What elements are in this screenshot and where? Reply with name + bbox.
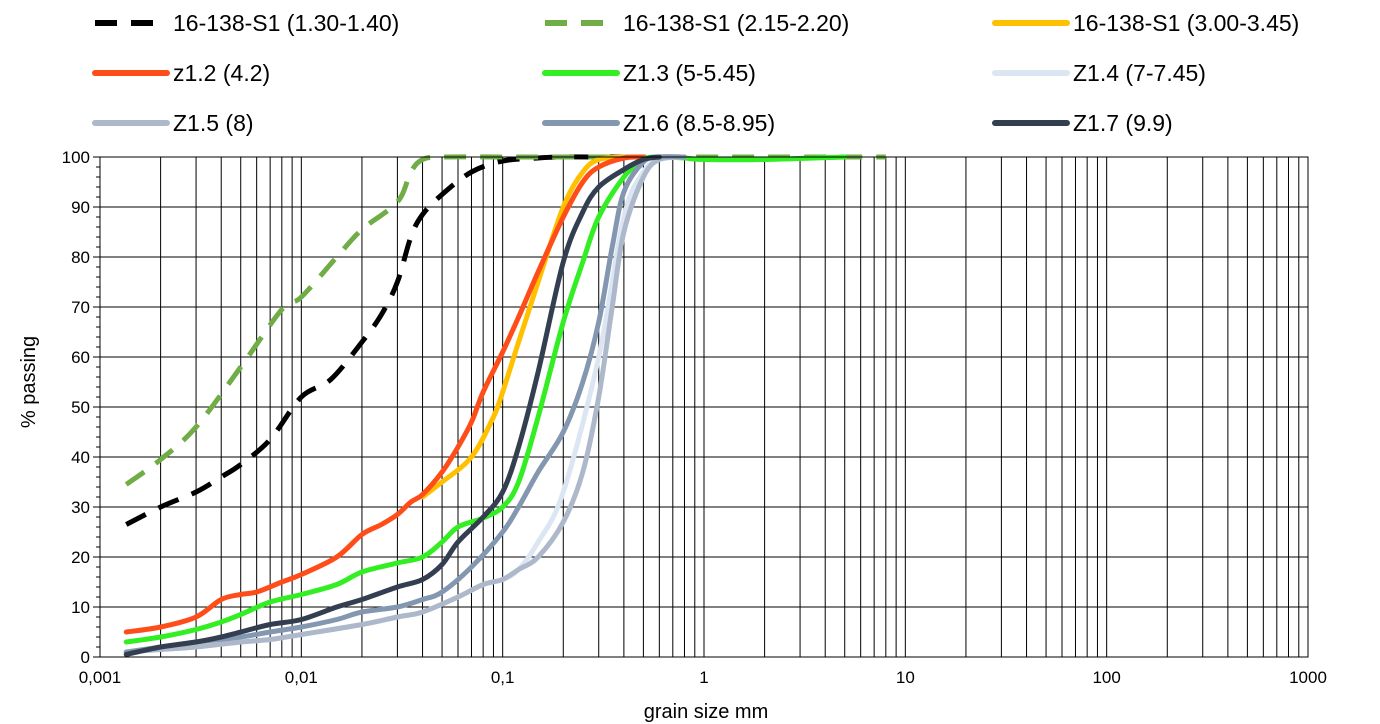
y-tick-label: 90: [71, 198, 90, 217]
y-tick-label: 100: [62, 148, 90, 167]
y-tick-label: 40: [71, 448, 90, 467]
legend-item: 16-138-S1 (1.30-1.40): [95, 10, 399, 36]
x-tick-label: 0,1: [491, 668, 515, 687]
series-line-9: [123, 154, 662, 657]
legend-label: 16-138-S1 (1.30-1.40): [173, 10, 399, 36]
legend-item: Z1.6 (8.5-8.95): [542, 110, 775, 136]
x-tick-label: 0,001: [79, 668, 122, 687]
legend: 16-138-S1 (1.30-1.40) 16-138-S1 (2.15-2.2…: [92, 10, 1299, 136]
series-line-8: [123, 154, 687, 655]
series-line-6: [123, 154, 687, 655]
legend-item: Z1.7 (9.9): [992, 110, 1173, 136]
y-tick-label: 80: [71, 248, 90, 267]
legend-label: Z1.4 (7-7.45): [1073, 60, 1206, 86]
y-tick-label: 30: [71, 498, 90, 517]
legend-item: Z1.5 (8): [92, 110, 254, 136]
y-axis-title: % passing: [18, 336, 40, 428]
x-tick-label: 1: [699, 668, 708, 687]
legend-item: z1.2 (4.2): [92, 60, 270, 86]
x-tick-label: 1000: [1289, 668, 1327, 687]
legend-item: 16-138-S1 (3.00-3.45): [992, 10, 1299, 36]
series-line-3: [420, 154, 627, 500]
legend-label: z1.2 (4.2): [173, 60, 270, 86]
y-tick-label: 50: [71, 398, 90, 417]
legend-item: 16-138-S1 (2.15-2.20): [545, 10, 849, 36]
series-line-4: [123, 154, 646, 635]
series-line-7: [123, 154, 687, 655]
legend-item: Z1.3 (5-5.45): [542, 60, 756, 86]
legend-label: Z1.3 (5-5.45): [623, 60, 756, 86]
legend-label: 16-138-S1 (3.00-3.45): [1073, 10, 1299, 36]
grid: [99, 156, 1308, 658]
axes: 0 10 20 30 40 50 60 70 80 90 100 0,001 0,01 0,1 1 10 100…: [62, 148, 1327, 687]
legend-item: Z1.4 (7-7.45): [992, 60, 1206, 86]
x-axis-title: grain size mm: [644, 701, 768, 723]
series-line-2: [124, 154, 886, 487]
y-tick-label: 0: [81, 648, 90, 667]
x-tick-label: 10: [896, 668, 915, 687]
y-tick-label: 60: [71, 348, 90, 367]
series-line-5: [123, 154, 848, 645]
legend-label: 16-138-S1 (2.15-2.20): [623, 10, 849, 36]
x-tick-label: 100: [1092, 668, 1120, 687]
legend-label: Z1.5 (8): [173, 110, 254, 136]
y-tick-label: 10: [71, 598, 90, 617]
series-group: [123, 154, 886, 657]
y-tick-label: 20: [71, 548, 90, 567]
legend-label: Z1.6 (8.5-8.95): [623, 110, 775, 136]
x-tick-label: 0,01: [285, 668, 318, 687]
legend-label: Z1.7 (9.9): [1073, 110, 1173, 136]
y-tick-label: 70: [71, 298, 90, 317]
